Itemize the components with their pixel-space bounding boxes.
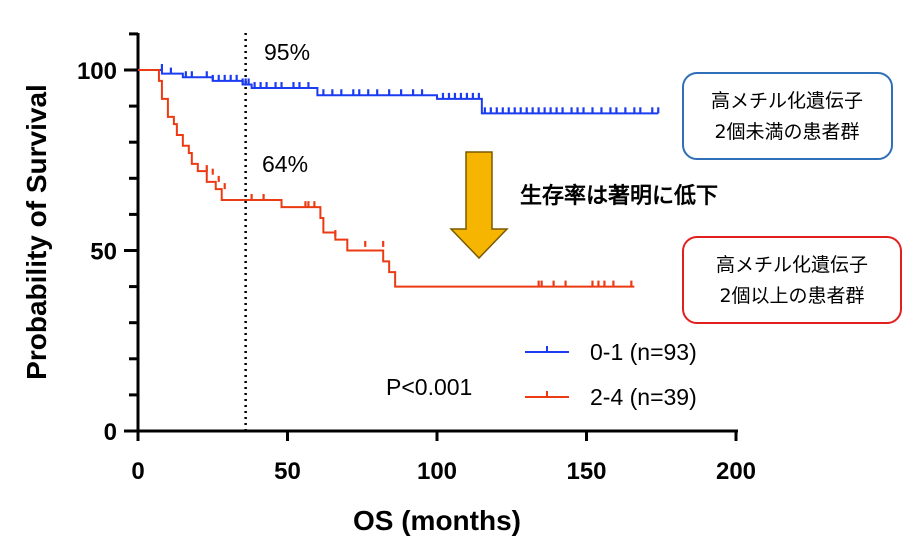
- y-tick-label-1: 50: [90, 239, 117, 266]
- y-axis-title: Probability of Survival: [21, 84, 52, 380]
- ticks: [124, 32, 738, 441]
- y-tick-label-2: 100: [77, 58, 117, 85]
- p-value-label: P<0.001: [386, 374, 472, 400]
- x-tick-label-1: 50: [274, 458, 301, 485]
- high-group-box-border: [682, 236, 902, 324]
- series-1: [138, 69, 635, 288]
- x-axis-title: OS (months): [353, 505, 521, 536]
- axes: [136, 33, 738, 433]
- low-group-box-border: [682, 72, 893, 160]
- conclusion-text: 生存率は著明に低下: [520, 183, 718, 209]
- x-tick-label-2: 100: [417, 458, 457, 485]
- x-tick-label-4: 200: [716, 458, 756, 485]
- tick-labels: 0 50 100 150 200 0 50 100: [77, 58, 756, 485]
- series-layer: [138, 64, 660, 288]
- high-group-box: 高メチル化遺伝子 2個以上の患者群: [682, 236, 902, 324]
- series-0: [138, 64, 660, 115]
- x-tick-label-3: 150: [566, 458, 606, 485]
- down-arrow-icon: [449, 151, 509, 260]
- legend: 0-1 (n=93) 2-4 (n=39): [525, 339, 697, 410]
- high-group-box-line2: 2個以上の患者群: [719, 285, 864, 307]
- legend-label-0: 0-1 (n=93): [590, 339, 697, 365]
- x-tick-label-0: 0: [131, 458, 144, 485]
- y-tick-label-0: 0: [104, 419, 117, 446]
- low-group-box-line2: 2個未満の患者群: [714, 121, 859, 143]
- low-group-box: 高メチル化遺伝子 2個未満の患者群: [682, 72, 893, 160]
- series-line-1: [138, 69, 635, 288]
- low-group-box-line1: 高メチル化遺伝子: [711, 90, 863, 112]
- legend-label-1: 2-4 (n=39): [590, 384, 697, 410]
- upper-rate-label: 95%: [264, 39, 310, 65]
- lower-rate-label: 64%: [262, 151, 308, 177]
- high-group-box-line1: 高メチル化遺伝子: [716, 254, 868, 276]
- series-line-0: [138, 69, 659, 115]
